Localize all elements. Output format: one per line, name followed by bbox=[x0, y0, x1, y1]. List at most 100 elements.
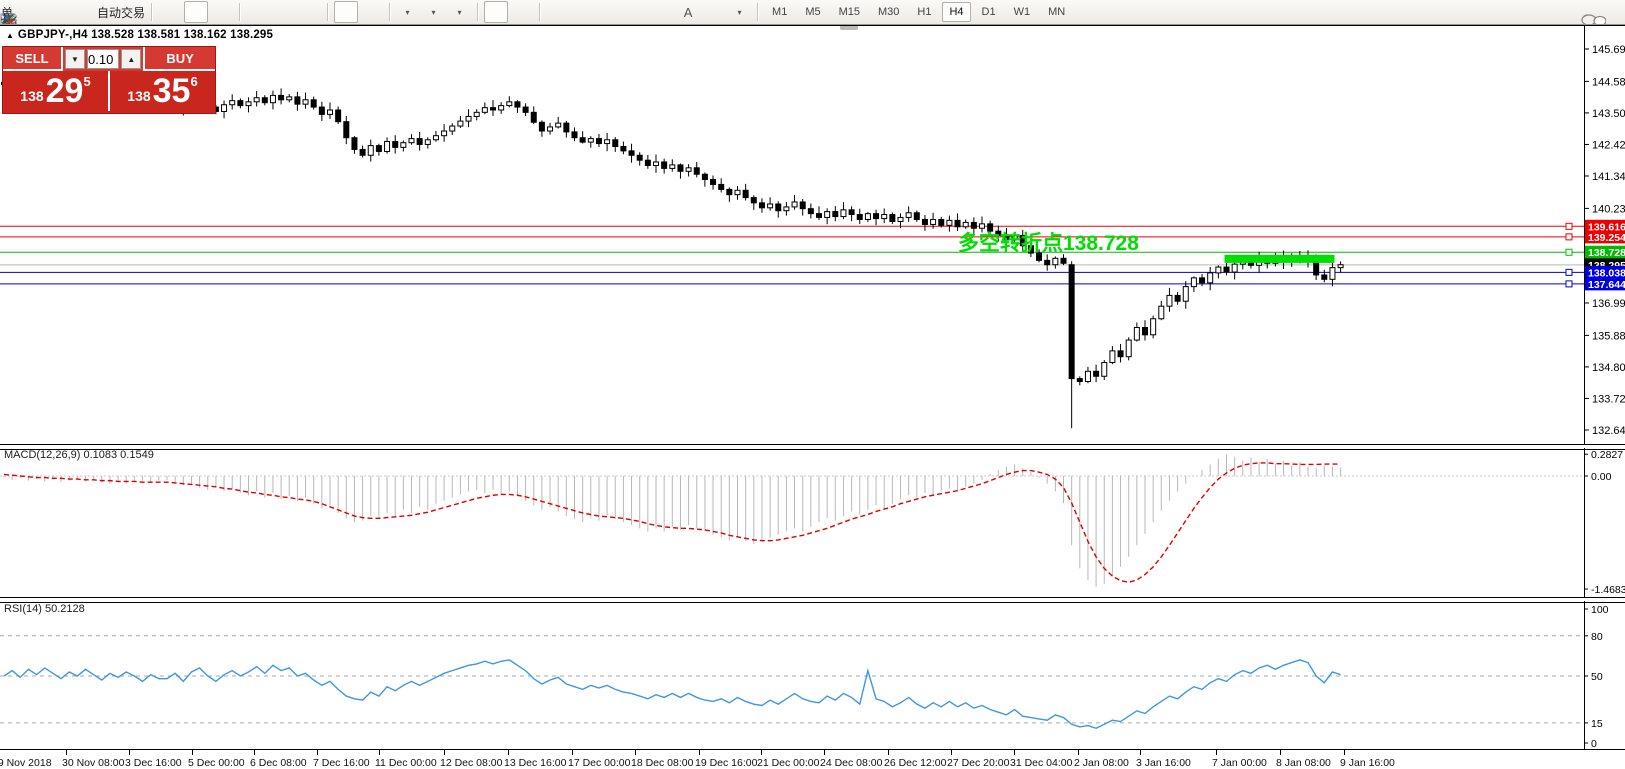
time-label: 7 Dec 16:00 bbox=[313, 757, 370, 769]
macd-pane[interactable]: 0.2827 0.00 -1.4683 bbox=[0, 448, 1625, 597]
time-tick bbox=[66, 750, 67, 755]
buy-button[interactable]: BUY bbox=[143, 47, 215, 71]
sell-price-prefix: 138 bbox=[20, 88, 44, 104]
timeframe-M5[interactable]: M5 bbox=[805, 6, 821, 18]
line-chart-button[interactable] bbox=[0, 1, 234, 24]
timeframe-H1[interactable]: H1 bbox=[917, 6, 932, 18]
sell-button[interactable]: SELL bbox=[3, 47, 63, 71]
splitter-grip[interactable] bbox=[840, 25, 858, 30]
text-button[interactable]: A bbox=[676, 1, 700, 23]
time-label: 29 Nov 2018 bbox=[0, 757, 52, 769]
toolbar-separator bbox=[539, 3, 542, 21]
equidistant-channel-button[interactable]: E bbox=[1, 1, 648, 24]
time-label: 8 Jan 08:00 bbox=[1276, 757, 1331, 769]
toolbar-separator bbox=[239, 3, 242, 21]
sell-price-box[interactable]: 138 29 5 bbox=[3, 71, 110, 111]
templates-button[interactable]: ▾ bbox=[0, 1, 472, 24]
time-tick bbox=[379, 750, 380, 755]
price-chart-pane[interactable]: 145.690 144.580 143.500 142.420 141.340 140.2… bbox=[0, 25, 1625, 444]
svg-text:T: T bbox=[6, 16, 12, 26]
time-label: 3 Jan 16:00 bbox=[1136, 757, 1191, 769]
auto-scroll-button[interactable] bbox=[1, 1, 359, 24]
arrows-button[interactable]: ▾ bbox=[2, 1, 752, 24]
svg-text:50: 50 bbox=[1591, 671, 1603, 683]
tile-windows-button[interactable] bbox=[0, 1, 322, 24]
chevron-down-icon[interactable]: ▾ bbox=[737, 7, 742, 17]
time-label: 26 Dec 12:00 bbox=[884, 757, 947, 769]
bar-chart-button[interactable] bbox=[1, 1, 182, 24]
buy-price-box[interactable]: 138 35 6 bbox=[110, 71, 215, 111]
chart-window: ▲ GBPJPY-,H4 138.528 138.581 138.162 138… bbox=[0, 25, 1625, 769]
svg-text:141.340: 141.340 bbox=[1592, 171, 1625, 183]
volume-decrease-button[interactable]: ▼ bbox=[65, 49, 85, 69]
toolbar-separator bbox=[151, 3, 154, 21]
svg-text:F: F bbox=[13, 23, 17, 25]
market-watch-button[interactable] bbox=[0, 1, 40, 24]
timeframe-M30[interactable]: M30 bbox=[878, 6, 900, 18]
candlestick-chart-button[interactable] bbox=[2, 1, 209, 24]
time-label: 21 Dec 00:00 bbox=[757, 757, 820, 769]
volume-input[interactable]: 0.10 bbox=[87, 49, 120, 69]
crosshair-button[interactable] bbox=[1, 1, 534, 24]
svg-text:0.00: 0.00 bbox=[1591, 471, 1612, 483]
time-axis[interactable]: 29 Nov 2018 30 Nov 08:003 Dec 16:00 5 Dec … bbox=[0, 750, 1625, 769]
one-click-trading-panel: SELL ▼ 0.10 ▲ BUY 138 29 5 138 35 6 bbox=[2, 46, 216, 114]
svg-text:-1.4683: -1.4683 bbox=[1591, 584, 1625, 596]
time-tick bbox=[951, 750, 952, 755]
chevron-down-icon[interactable]: ▾ bbox=[431, 7, 436, 17]
sell-price-main: 29 bbox=[45, 72, 84, 110]
auto-trading-button[interactable]: 自动交易 bbox=[1, 1, 146, 24]
timeframe-W1[interactable]: W1 bbox=[1013, 6, 1031, 18]
time-label: 27 Dec 20:00 bbox=[947, 757, 1010, 769]
candles bbox=[1, 74, 1344, 429]
indicators-button[interactable]: ▾ bbox=[0, 1, 420, 24]
timeframe-H4[interactable]: H4 bbox=[942, 2, 971, 22]
horizontal-line-button[interactable] bbox=[1, 1, 596, 23]
buy-price-main: 35 bbox=[152, 72, 191, 110]
fibonacci-button[interactable]: F bbox=[2, 1, 674, 24]
periods-button[interactable]: ▾ bbox=[0, 1, 446, 24]
svg-text:132.640: 132.640 bbox=[1592, 425, 1625, 437]
chart-shift-button[interactable] bbox=[1, 1, 384, 24]
pane-splitter[interactable] bbox=[0, 444, 1625, 450]
time-tick bbox=[1140, 750, 1141, 755]
time-tick bbox=[129, 750, 130, 755]
svg-text:143.500: 143.500 bbox=[1592, 108, 1625, 120]
chevron-down-icon[interactable]: ▾ bbox=[457, 7, 462, 17]
chat-button[interactable] bbox=[1581, 2, 1625, 24]
vertical-line-button[interactable] bbox=[5, 1, 570, 24]
volume-stepper: ▼ 0.10 ▲ bbox=[63, 47, 144, 71]
time-label: 12 Dec 08:00 bbox=[440, 757, 503, 769]
rsi-label: RSI(14) 50.2128 bbox=[4, 603, 85, 615]
time-tick bbox=[444, 750, 445, 755]
pane-splitter[interactable] bbox=[0, 597, 1625, 603]
time-label: 3 Dec 16:00 bbox=[125, 757, 182, 769]
time-tick bbox=[1216, 750, 1217, 755]
zoom-out-button[interactable] bbox=[1, 1, 296, 24]
time-tick bbox=[888, 750, 889, 755]
chevron-down-icon[interactable]: ▾ bbox=[405, 7, 410, 17]
text-label-button[interactable]: T bbox=[1, 1, 726, 24]
svg-text:133.720: 133.720 bbox=[1592, 393, 1625, 405]
timeframe-M1[interactable]: M1 bbox=[772, 6, 788, 18]
svg-text:145.690: 145.690 bbox=[1592, 44, 1625, 56]
macd-label: MACD(12,26,9) 0.1083 0.1549 bbox=[4, 449, 154, 461]
time-tick bbox=[508, 750, 509, 755]
chart-title: GBPJPY-,H4 138.528 138.581 138.162 138.2… bbox=[17, 29, 274, 41]
chart-window-button[interactable] bbox=[0, 1, 66, 24]
timeframe-M15[interactable]: M15 bbox=[838, 6, 860, 18]
annotation-text: 多空转折点138.728 bbox=[958, 231, 1139, 255]
timeframe-D1[interactable]: D1 bbox=[981, 6, 996, 18]
volume-increase-button[interactable]: ▲ bbox=[121, 49, 142, 69]
signals-button[interactable] bbox=[4, 1, 92, 24]
svg-text:138.038: 138.038 bbox=[1588, 267, 1625, 279]
time-label: 2 Jan 08:00 bbox=[1074, 757, 1129, 769]
rsi-pane[interactable]: 100 80 50 15 0 bbox=[0, 601, 1625, 750]
time-label: 18 Dec 08:00 bbox=[631, 757, 694, 769]
panel-collapse-icon[interactable]: ▲ bbox=[6, 30, 14, 40]
cursor-button[interactable] bbox=[4, 1, 509, 24]
trendline-button[interactable] bbox=[2, 1, 622, 24]
time-tick bbox=[635, 750, 636, 755]
zoom-in-button[interactable] bbox=[1, 1, 270, 24]
timeframe-MN[interactable]: MN bbox=[1048, 6, 1066, 18]
